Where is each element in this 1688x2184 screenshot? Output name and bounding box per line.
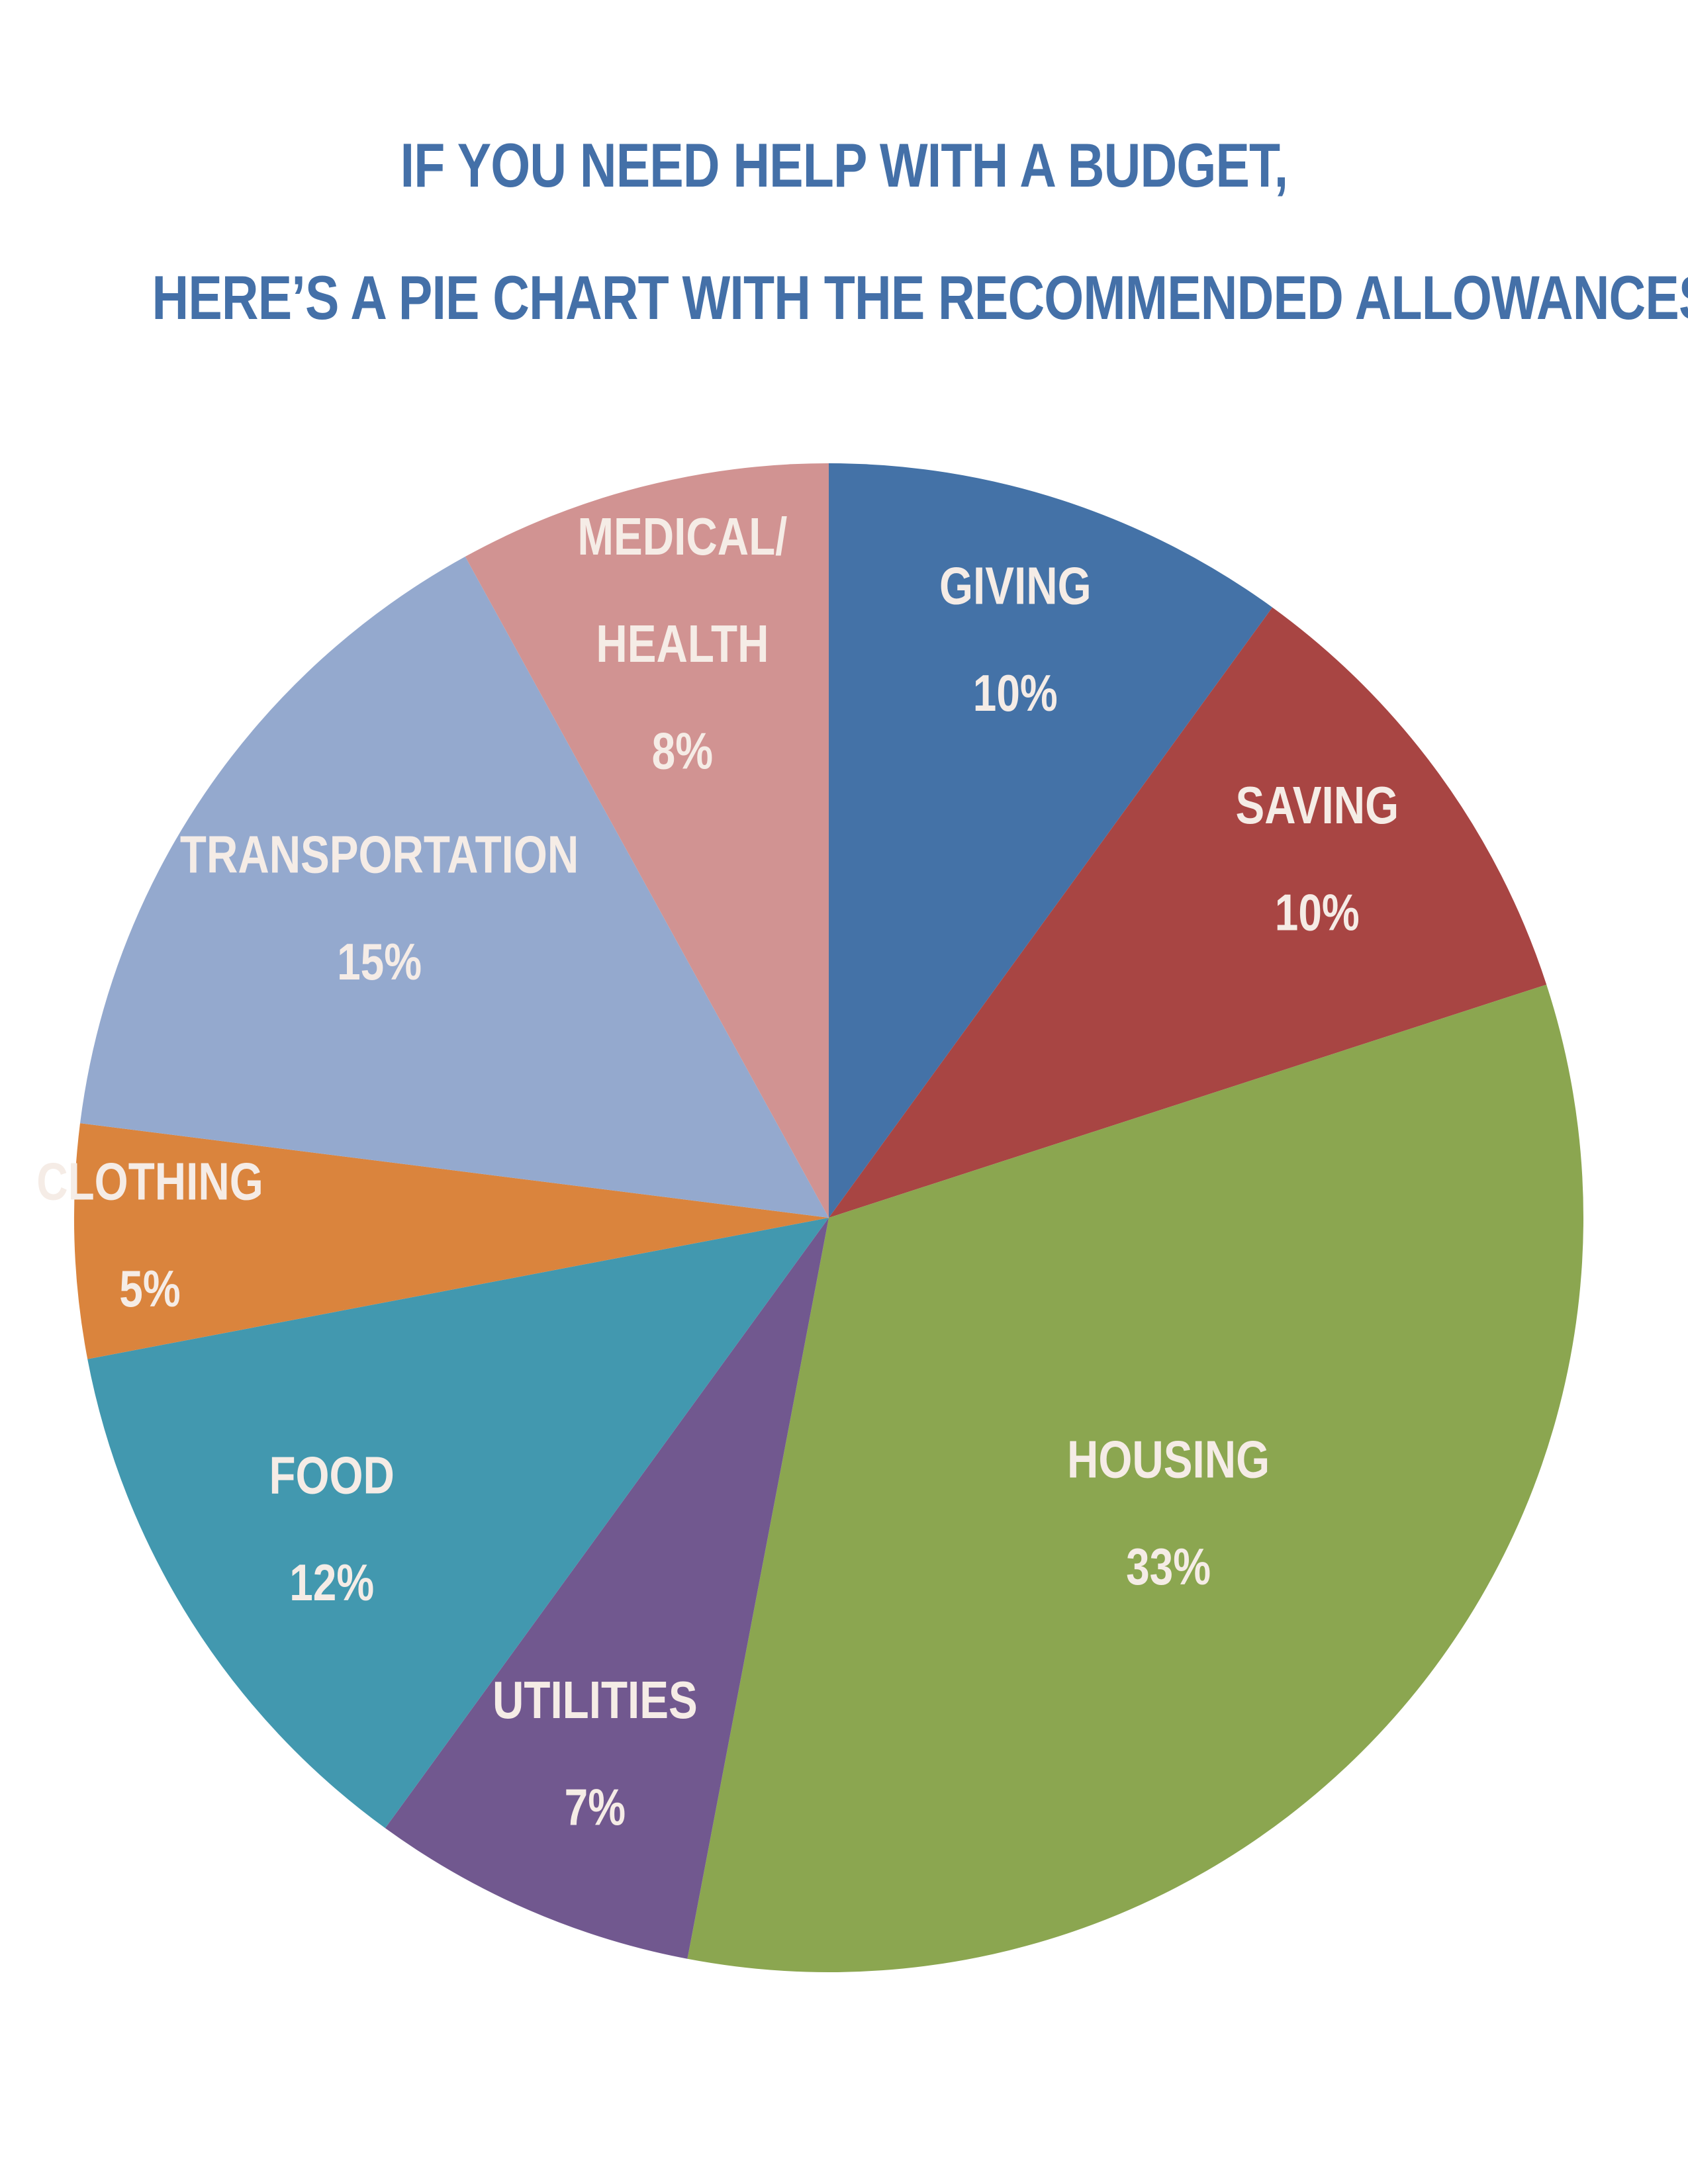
slice-name-giving: GIVING [939, 557, 1092, 616]
slice-label-food: FOOD 12% [269, 1445, 394, 1612]
slice-label-utilities: UTILITIES 7% [492, 1670, 698, 1837]
pie-slice-medical-health [465, 463, 829, 1218]
slice-value-saving: 10% [1275, 884, 1360, 942]
pie-slices [74, 463, 1583, 1972]
chart-title-line-2: HERE’S A PIE CHART WITH THE RECOMMENDED … [152, 263, 1688, 332]
slice-value-giving: 10% [973, 664, 1058, 722]
pie-slice-utilities [385, 1218, 829, 1959]
pie-slice-food [87, 1218, 829, 1829]
slice-name-food: FOOD [269, 1445, 394, 1505]
slice-value-transportation: 15% [337, 933, 422, 991]
pie-slice-saving [829, 607, 1547, 1218]
slice-name-utilities: UTILITIES [492, 1670, 698, 1730]
slice-value-housing: 33% [1126, 1538, 1211, 1596]
slice-value-food: 12% [289, 1554, 374, 1612]
slice-label-medical-health: MEDICAL/HEALTH 8% [577, 507, 787, 780]
chart-title-line-1: IF YOU NEED HELP WITH A BUDGET, [400, 130, 1289, 200]
slice-label-transportation: TRANSPORTATION 15% [180, 825, 579, 991]
slice-name-saving: SAVING [1236, 776, 1399, 835]
chart-title: IF YOU NEED HELP WITH A BUDGET, HERE’S A… [152, 99, 1688, 364]
slice-name-transportation: TRANSPORTATION [180, 825, 579, 885]
slice-name-clothing: CLOTHING [36, 1152, 263, 1211]
slice-value-medical-health: 8% [652, 722, 713, 780]
slice-name-housing: HOUSING [1067, 1430, 1270, 1489]
pie-slice-giving [829, 463, 1273, 1218]
slice-label-giving: GIVING 10% [939, 557, 1092, 723]
slice-name-medical-health-line-2: HEALTH [596, 614, 769, 674]
pie-labels: GIVING 10% SAVING 10% HOUSING 33% UTILITIES 7% F… [36, 507, 1399, 1837]
pie-slice-housing [687, 984, 1583, 1972]
slice-value-utilities: 7% [565, 1779, 626, 1837]
slice-name-medical-health-line-1: MEDICAL/ [577, 507, 787, 567]
slice-label-saving: SAVING 10% [1236, 776, 1399, 942]
slice-label-clothing: CLOTHING 5% [36, 1152, 263, 1318]
pie-slice-transportation [80, 557, 829, 1218]
pie-slice-clothing [74, 1123, 829, 1359]
slice-label-housing: HOUSING 33% [1067, 1430, 1270, 1596]
slice-value-clothing: 5% [119, 1260, 180, 1318]
